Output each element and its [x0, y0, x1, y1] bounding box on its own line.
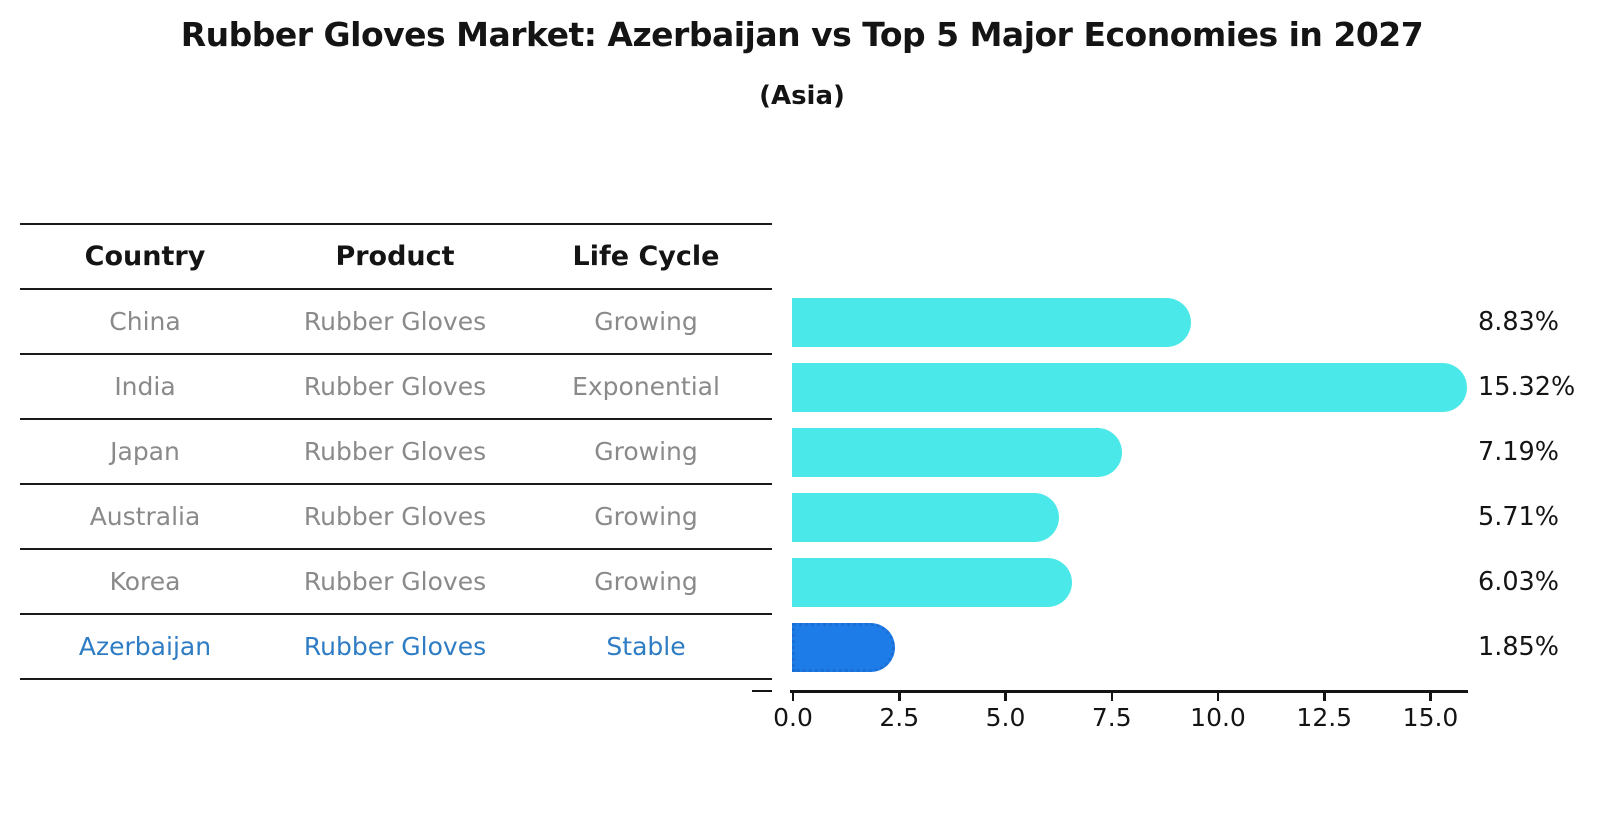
tick-mark — [1004, 692, 1007, 701]
tick-mark — [1429, 692, 1432, 701]
cell-country: Japan — [110, 437, 180, 466]
cell-product: Rubber Gloves — [303, 437, 487, 466]
table-row-china: China Rubber Gloves Growing — [20, 290, 772, 355]
bar-azerbaijan — [792, 623, 895, 672]
col-header-life-cycle: Life Cycle — [572, 241, 720, 272]
cell-life-cycle: Growing — [594, 437, 698, 466]
bar-row-india: 15.32% — [792, 355, 1604, 420]
tick-label: 5.0 — [985, 703, 1026, 732]
country-table: Country Product Life Cycle China Rubber … — [20, 223, 772, 680]
cell-life-cycle: Exponential — [572, 372, 720, 401]
bar-row-japan: 7.19% — [792, 420, 1604, 485]
tick-label: 12.5 — [1296, 703, 1353, 732]
bar-row-korea: 6.03% — [792, 550, 1604, 615]
cell-country: Azerbaijan — [78, 632, 212, 661]
table-row-korea: Korea Rubber Gloves Growing — [20, 550, 772, 615]
table-row-australia: Australia Rubber Gloves Growing — [20, 485, 772, 550]
bar-row-china: 8.83% — [792, 290, 1604, 355]
tick-mark — [1216, 692, 1220, 701]
table-row-azerbaijan: Azerbaijan Rubber Gloves Stable — [20, 615, 772, 680]
tick-mark — [898, 692, 901, 701]
cell-life-cycle: Growing — [594, 567, 698, 596]
tick-mark — [1110, 692, 1113, 701]
value-label-azerbaijan: 1.85% — [1478, 632, 1560, 662]
bar-china — [792, 298, 1192, 347]
cell-life-cycle: Stable — [606, 632, 686, 661]
chart-subtitle: (Asia) — [759, 81, 845, 111]
cell-country: Korea — [109, 567, 181, 596]
value-label-korea: 6.03% — [1478, 567, 1560, 597]
cell-product: Rubber Gloves — [303, 307, 487, 336]
value-label-japan: 7.19% — [1478, 437, 1560, 467]
chart-title: Rubber Gloves Market: Azerbaijan vs Top … — [180, 15, 1424, 54]
tick-mark — [1323, 692, 1326, 701]
cell-country: China — [109, 307, 181, 336]
value-label-india: 15.32% — [1478, 372, 1576, 402]
tick-label: 10.0 — [1190, 703, 1246, 732]
table-header-row: Country Product Life Cycle — [20, 223, 772, 290]
cell-product: Rubber Gloves — [303, 632, 487, 661]
value-label-australia: 5.71% — [1478, 502, 1560, 532]
bar-japan — [792, 428, 1122, 477]
tick-mark — [791, 692, 795, 701]
table-row-japan: Japan Rubber Gloves Growing — [20, 420, 772, 485]
y-axis-corner-tick — [752, 689, 772, 692]
cell-product: Rubber Gloves — [303, 502, 487, 531]
bar-australia — [792, 493, 1059, 542]
cell-life-cycle: Growing — [594, 502, 698, 531]
bar-row-australia: 5.71% — [792, 485, 1604, 550]
cell-product: Rubber Gloves — [303, 567, 487, 596]
bar-row-azerbaijan: 1.85% — [792, 615, 1604, 680]
cell-product: Rubber Gloves — [303, 372, 487, 401]
tick-label: 15.0 — [1402, 703, 1459, 732]
bar-korea — [792, 558, 1073, 607]
x-axis-line — [790, 690, 1468, 693]
cell-country: India — [114, 372, 176, 401]
tick-label: 0.0 — [773, 703, 813, 732]
tick-label: 7.5 — [1091, 703, 1132, 732]
value-label-china: 8.83% — [1478, 307, 1560, 337]
x-axis-ticks: 0.0 2.5 5.0 7.5 10.0 12.5 15.0 — [773, 692, 1493, 752]
col-header-country: Country — [84, 241, 206, 272]
col-header-product: Product — [335, 241, 455, 272]
bar-chart: 8.83% 15.32% 7.19% 5.71% 6.03% 1.85% — [792, 290, 1604, 680]
table-row-india: India Rubber Gloves Exponential — [20, 355, 772, 420]
cell-country: Australia — [89, 502, 201, 531]
cell-life-cycle: Growing — [594, 307, 698, 336]
bar-india — [792, 363, 1468, 412]
tick-label: 2.5 — [879, 703, 920, 732]
